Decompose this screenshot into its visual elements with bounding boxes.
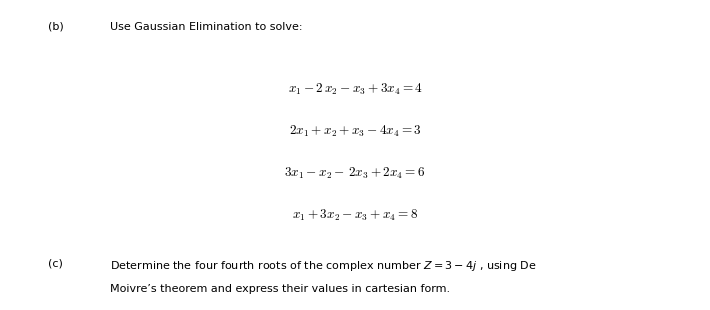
Text: Moivre’s theorem and express their values in cartesian form.: Moivre’s theorem and express their value… <box>110 284 450 294</box>
Text: $2x_1 + x_2 + x_3 - 4x_4 = 3$: $2x_1 + x_2 + x_3 - 4x_4 = 3$ <box>289 124 421 139</box>
Text: $3x_1 - x_2 -\, 2x_3 + 2x_4 = 6$: $3x_1 - x_2 -\, 2x_3 + 2x_4 = 6$ <box>285 166 425 181</box>
Text: (c): (c) <box>48 259 63 269</box>
Text: (b): (b) <box>48 22 64 32</box>
Text: $x_1 - 2\,x_2 - x_3 + 3x_4 = 4$: $x_1 - 2\,x_2 - x_3 + 3x_4 = 4$ <box>288 82 422 97</box>
Text: $x_1 + 3x_2 - x_3 + x_4 = 8$: $x_1 + 3x_2 - x_3 + x_4 = 8$ <box>292 208 418 223</box>
Text: Determine the four fourth roots of the complex number $Z = 3 - 4j$ , using De: Determine the four fourth roots of the c… <box>110 259 537 273</box>
Text: Use Gaussian Elimination to solve:: Use Gaussian Elimination to solve: <box>110 22 302 32</box>
